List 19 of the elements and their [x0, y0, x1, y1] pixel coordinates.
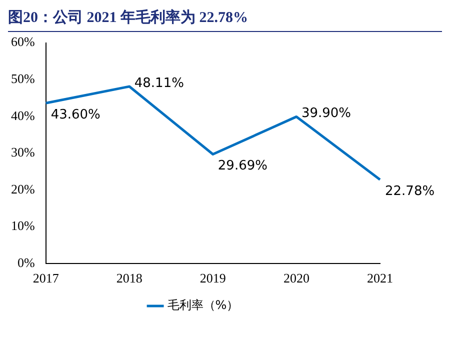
y-tick-label: 40%: [10, 108, 35, 123]
y-tick-label: 60%: [10, 34, 35, 50]
x-tick-label: 2021: [367, 270, 393, 286]
data-label: 39.90%: [301, 106, 352, 122]
x-tick-label: 2020: [283, 270, 310, 286]
x-tick-label: 2017: [32, 270, 60, 286]
y-tick-label: 10%: [10, 218, 35, 234]
y-tick-label: 50%: [10, 70, 35, 86]
data-label: 48.11%: [134, 76, 184, 91]
y-tick-label: 30%: [10, 144, 35, 160]
x-tick-label: 2018: [116, 270, 142, 286]
data-label: 43.60%: [50, 107, 100, 122]
y-tick-label: 20%: [10, 181, 35, 196]
legend-label: 毛利率（%）: [167, 298, 239, 312]
data-label: 22.78%: [385, 184, 435, 200]
y-tick-label: 0%: [17, 254, 35, 270]
data-label: 29.69%: [218, 158, 268, 174]
chart-title: 图20：公司 2021 年毛利率为 22.78%: [8, 8, 442, 32]
x-tick-label: 2019: [200, 270, 226, 286]
